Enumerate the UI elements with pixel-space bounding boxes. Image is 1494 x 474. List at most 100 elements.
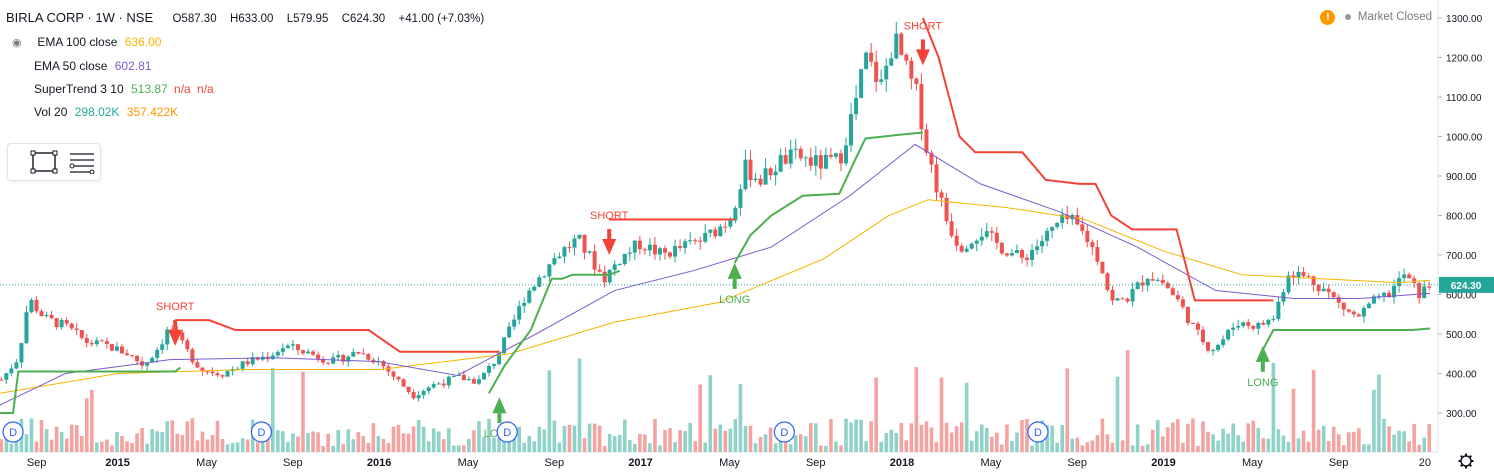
candle-body	[1296, 271, 1301, 278]
candle-body	[924, 129, 929, 153]
candle-body	[49, 314, 54, 319]
candle-body	[844, 145, 849, 164]
volume-bar	[698, 384, 702, 452]
volume-bar	[1276, 429, 1281, 452]
eye-icon[interactable]: ◉	[12, 37, 22, 49]
gear-icon[interactable]	[1458, 453, 1474, 469]
volume-bar	[215, 420, 220, 452]
volume-bar	[210, 434, 215, 452]
volume-bar	[165, 421, 170, 452]
y-tick-label: 700.00	[1446, 251, 1477, 262]
volume-bar	[788, 444, 793, 452]
ohlc-change: +41.00 (+7.03%)	[398, 13, 485, 25]
volume-bar	[773, 443, 778, 452]
volume-bar	[653, 418, 657, 452]
supertrend-line	[1261, 327, 1431, 351]
volume-bar	[914, 367, 919, 452]
candle-body	[1316, 284, 1321, 292]
volume-bar	[1291, 388, 1296, 452]
x-tick-label: May	[981, 457, 1002, 469]
candle-body	[1155, 279, 1160, 281]
symbol-title[interactable]: BIRLA CORP · 1W · NSE	[6, 10, 154, 25]
volume-bar	[9, 443, 14, 452]
candle-body	[999, 242, 1004, 254]
candle-body	[627, 252, 632, 254]
candle-body	[290, 344, 295, 346]
candle-body	[1291, 275, 1296, 278]
volume-bar	[1296, 438, 1301, 452]
candle-body	[567, 247, 572, 249]
warning-icon[interactable]: !	[1320, 10, 1336, 25]
dividend-marker[interactable]	[1027, 421, 1049, 443]
dividend-marker-label: D	[1034, 427, 1042, 439]
volume-bar	[1155, 419, 1160, 452]
volume-bar	[974, 431, 979, 452]
volume-bar	[874, 377, 878, 452]
dividend-marker[interactable]	[773, 421, 795, 443]
candle-body	[1346, 309, 1351, 312]
candle-body	[29, 299, 34, 313]
volume-bar	[1281, 435, 1286, 452]
volume-bar	[467, 438, 471, 452]
short-signal-label: SHORT	[904, 20, 943, 32]
candle-body	[642, 249, 647, 251]
volume-bar	[1251, 420, 1256, 452]
volume-bar	[1065, 368, 1070, 452]
volume-bar	[24, 434, 29, 452]
candle-body	[778, 155, 783, 172]
volume-bar	[793, 435, 798, 452]
volume-bar	[260, 436, 265, 452]
candle-body	[1397, 278, 1402, 287]
candle-body	[1080, 224, 1085, 231]
candle-body	[94, 340, 99, 345]
dividend-marker[interactable]	[2, 421, 24, 443]
volume-bar	[1211, 434, 1215, 452]
ema50-value: 602.81	[114, 59, 152, 73]
candle-body	[225, 371, 230, 377]
volume-bar	[929, 427, 934, 452]
legend-ema100[interactable]: ◉ EMA 100 close 636.00	[12, 31, 484, 55]
volume-bar	[235, 442, 240, 452]
volume-bar	[617, 434, 622, 452]
volume-bar	[1241, 441, 1246, 452]
long-signal-stem	[497, 413, 502, 424]
short-signal-stem	[607, 229, 612, 239]
legend-header: BIRLA CORP · 1W · NSE O587.30 H633.00 L5…	[6, 6, 484, 31]
candle-body	[1060, 214, 1065, 223]
volume-bar	[1221, 428, 1225, 452]
volume-bar	[341, 444, 346, 452]
lines-tool-icon[interactable]	[68, 150, 96, 174]
volume-bar	[376, 435, 381, 452]
volume-bar	[326, 433, 330, 452]
candle-body	[517, 306, 522, 320]
candle-body	[949, 221, 954, 236]
volume-bar	[1075, 437, 1080, 452]
volume-bar	[1010, 440, 1014, 452]
volume-bar	[477, 421, 481, 452]
dividend-marker[interactable]	[496, 421, 518, 443]
volume-bar	[552, 420, 557, 452]
candle-body	[1050, 226, 1055, 231]
candle-body	[295, 344, 300, 351]
legend-supertrend[interactable]: SuperTrend 3 10 513.87 n/a n/a	[34, 78, 484, 101]
candle-body	[155, 349, 160, 358]
volume-bar	[542, 429, 547, 452]
ema100-line	[0, 199, 1431, 394]
legend-ema50[interactable]: EMA 50 close 602.81	[34, 55, 484, 78]
dividend-marker[interactable]	[250, 421, 273, 443]
candle-body	[0, 379, 4, 381]
volume-bar	[190, 418, 195, 452]
candle-body	[89, 343, 94, 345]
candle-body	[803, 157, 808, 159]
volume-bar	[512, 437, 516, 452]
candle-body	[542, 276, 547, 278]
volume-bar	[1231, 423, 1235, 452]
candle-body	[1185, 306, 1190, 324]
legend-volume[interactable]: Vol 20 298.02K 357.422K	[34, 101, 484, 124]
volume-bar	[502, 437, 506, 452]
volume-bar	[849, 422, 853, 452]
rectangle-tool-icon[interactable]	[30, 150, 58, 174]
volume-bar	[150, 429, 154, 452]
volume-bar	[1140, 445, 1145, 452]
